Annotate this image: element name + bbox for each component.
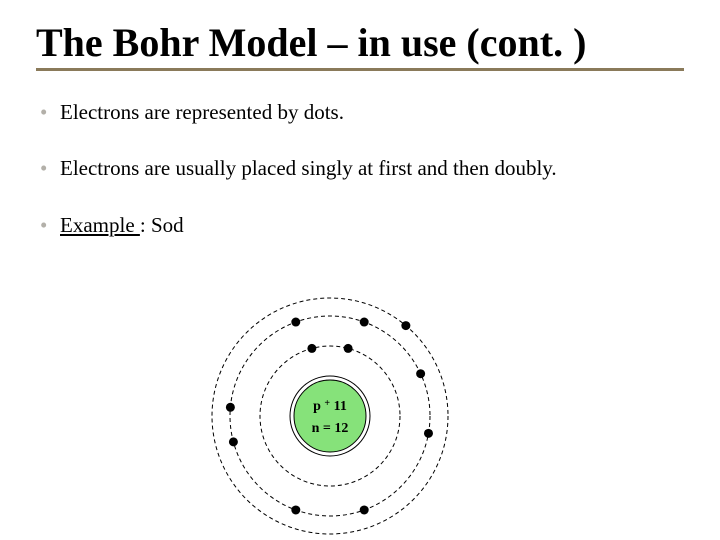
electron-dot <box>424 429 433 438</box>
slide: The Bohr Model – in use (cont. ) Electro… <box>0 0 720 540</box>
nucleus-neutron-label: n = 12 <box>312 421 349 436</box>
electron-dot <box>291 318 300 327</box>
electron-dot <box>360 318 369 327</box>
bullet-item: Electrons are represented by dots. <box>36 98 684 126</box>
nucleus-circle <box>294 380 366 452</box>
bullet-text: Electrons are represented by dots. <box>60 100 344 124</box>
title-underline <box>36 68 684 71</box>
bullet-list: Electrons are represented by dots. Elect… <box>36 98 684 239</box>
electron-dot <box>229 437 238 446</box>
nucleus-group: p + 11 n = 12 <box>294 380 366 452</box>
example-label-rest: : Sod <box>140 213 184 237</box>
electron-dot <box>291 505 300 514</box>
bullet-item: Electrons are usually placed singly at f… <box>36 154 684 182</box>
electron-dot <box>226 403 235 412</box>
bullet-item-example: Example : Sod <box>36 211 684 239</box>
bullet-text: Electrons are usually placed singly at f… <box>60 156 557 180</box>
electron-dot <box>401 321 410 330</box>
electron-dot <box>344 344 353 353</box>
bohr-diagram-svg: p + 11 n = 12 <box>180 292 480 540</box>
electron-dot <box>416 369 425 378</box>
example-label-underlined: Example <box>60 213 140 237</box>
electron-dot <box>307 344 316 353</box>
content-area: Electrons are represented by dots. Elect… <box>36 90 684 239</box>
slide-title: The Bohr Model – in use (cont. ) <box>36 20 684 66</box>
nucleus-proton-label: p + 11 <box>313 398 347 414</box>
electron-dot <box>360 505 369 514</box>
bohr-diagram: p + 11 n = 12 <box>180 292 480 540</box>
title-block: The Bohr Model – in use (cont. ) <box>36 20 684 66</box>
